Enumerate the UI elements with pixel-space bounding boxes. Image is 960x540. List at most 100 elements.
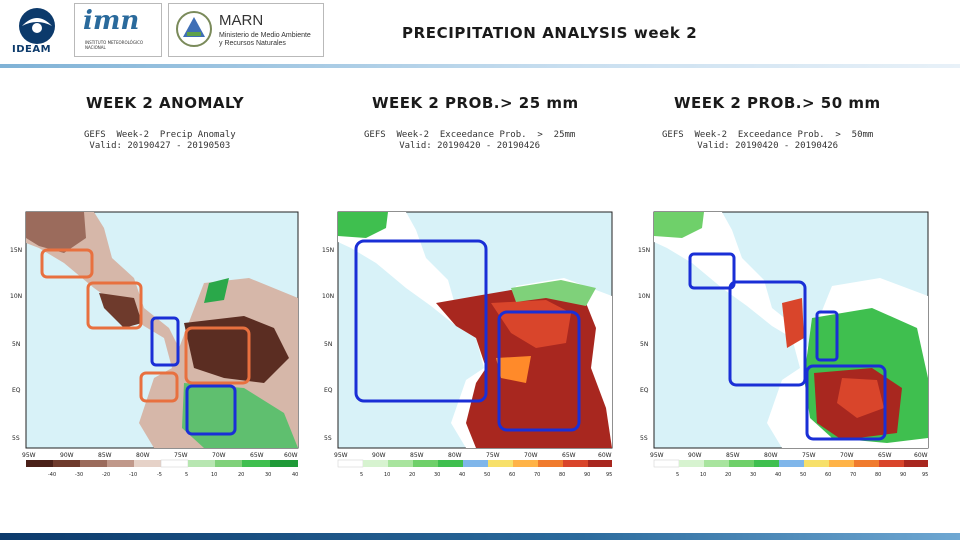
header-divider bbox=[0, 64, 960, 68]
lat-label: EQ bbox=[324, 387, 333, 394]
lon-label: 85W bbox=[410, 452, 424, 459]
scale-label: 20 bbox=[238, 472, 244, 478]
map-subtitle-prob50: GEFS Week-2 Exceedance Prob. > 50mm Valid… bbox=[662, 130, 873, 152]
ideam-logo bbox=[19, 8, 55, 44]
highlight-box-orange bbox=[139, 371, 179, 403]
marn-subtitle-line-2: y Recursos Naturales bbox=[219, 40, 286, 47]
lon-label: 95W bbox=[334, 452, 348, 459]
lat-axis: 15N 10N 5N EQ 5S bbox=[638, 247, 650, 442]
subtitle-line-2: Valid: 20190427 - 20190503 bbox=[89, 141, 231, 151]
lat-label: 5S bbox=[640, 435, 648, 442]
lon-label: 65W bbox=[250, 452, 264, 459]
scale-label: 70 bbox=[534, 472, 540, 478]
land-dry-mid bbox=[26, 212, 86, 253]
land-dry-dark-2 bbox=[99, 293, 142, 328]
scale-label: 50 bbox=[800, 472, 806, 478]
highlight-box-blue bbox=[497, 310, 581, 432]
scale-label: 60 bbox=[825, 472, 831, 478]
scale-label: 30 bbox=[750, 472, 756, 478]
land-prob-green bbox=[511, 280, 596, 306]
lon-label: 90W bbox=[372, 452, 386, 459]
scale-label: 95 bbox=[606, 472, 612, 478]
scale-label: 10 bbox=[700, 472, 706, 478]
scale-label: 40 bbox=[775, 472, 781, 478]
subtitle-line-2: Valid: 20190420 - 20190426 bbox=[399, 141, 541, 151]
land-green bbox=[654, 212, 704, 238]
color-scale-prob50 bbox=[653, 459, 928, 468]
scale-label: 40 bbox=[459, 472, 465, 478]
lat-label: 5N bbox=[640, 341, 648, 348]
land-wet-dark-green bbox=[204, 278, 229, 303]
lat-label: 10N bbox=[322, 293, 334, 300]
lon-label: 65W bbox=[562, 452, 576, 459]
scale-label: 70 bbox=[850, 472, 856, 478]
scale-label: 10 bbox=[211, 472, 217, 478]
color-scale-labels: 5 10 20 30 40 50 60 70 80 90 95 bbox=[676, 472, 928, 478]
subtitle-line-2: Valid: 20190420 - 20190426 bbox=[697, 141, 839, 151]
highlight-box-blue bbox=[805, 364, 887, 441]
ideam-logo-text: IDEAM bbox=[12, 44, 52, 55]
map-subtitle-prob25: GEFS Week-2 Exceedance Prob. > 25mm Valid… bbox=[364, 130, 575, 152]
panel-title-prob50: WEEK 2 PROB.> 50 mm bbox=[674, 94, 881, 112]
highlight-box-blue bbox=[815, 310, 839, 362]
marn-logo-word: MARN bbox=[219, 12, 264, 29]
page-title: PRECIPITATION ANALYSIS week 2 bbox=[402, 24, 698, 42]
lon-label: 70W bbox=[840, 452, 854, 459]
scale-label: 20 bbox=[725, 472, 731, 478]
lon-label: 90W bbox=[60, 452, 74, 459]
scale-label: -40 bbox=[48, 472, 56, 478]
lon-label: 60W bbox=[914, 452, 928, 459]
lat-label: 5N bbox=[324, 341, 332, 348]
scale-label: 95 bbox=[922, 472, 928, 478]
lon-label: 70W bbox=[524, 452, 538, 459]
scale-label: 90 bbox=[584, 472, 590, 478]
map-prob50: 15N 10N 5N EQ 5S 95W 90W 85W 80W 75W 70W… bbox=[638, 211, 929, 478]
lon-label: 85W bbox=[98, 452, 112, 459]
lon-axis: 95W 90W 85W 80W 75W 70W 65W 60W bbox=[22, 452, 298, 459]
scale-label: 10 bbox=[384, 472, 390, 478]
lon-axis: 95W 90W 85W 80W 75W 70W 65W 60W bbox=[334, 452, 612, 459]
land-prob-orange bbox=[496, 356, 531, 383]
color-scale-labels: 5 10 20 30 40 50 60 70 80 90 95 bbox=[360, 472, 612, 478]
scale-label: 80 bbox=[875, 472, 881, 478]
scale-label: -5 bbox=[157, 472, 162, 478]
scale-label: -20 bbox=[102, 472, 110, 478]
scale-label: 60 bbox=[509, 472, 515, 478]
lon-label: 80W bbox=[764, 452, 778, 459]
scale-label: 80 bbox=[559, 472, 565, 478]
lon-label: 60W bbox=[598, 452, 612, 459]
lon-axis: 95W 90W 85W 80W 75W 70W 65W 60W bbox=[650, 452, 928, 459]
lon-label: 80W bbox=[448, 452, 462, 459]
highlight-box-orange bbox=[184, 326, 251, 385]
header-bar: IDEAM imn INSTITUTO METEOROLÓGICO NACION… bbox=[0, 0, 960, 68]
el-salvador-seal-icon bbox=[176, 11, 212, 47]
land-prob-mid bbox=[837, 378, 884, 418]
highlight-box-blue bbox=[354, 239, 488, 403]
footer-bar bbox=[0, 533, 960, 540]
lon-label: 75W bbox=[174, 452, 188, 459]
map-subtitle-anomaly: GEFS Week-2 Precip Anomaly Valid: 2019042… bbox=[84, 130, 236, 152]
color-scale-prob25 bbox=[337, 459, 612, 468]
lat-label: 5N bbox=[12, 341, 20, 348]
lat-axis: 15N 10N 5N EQ 5S bbox=[322, 247, 334, 442]
lat-label: 15N bbox=[10, 247, 22, 254]
color-scale-anomaly bbox=[26, 459, 298, 468]
lat-label: EQ bbox=[640, 387, 649, 394]
lon-label: 60W bbox=[284, 452, 298, 459]
scale-label: -10 bbox=[129, 472, 137, 478]
land-dry-dark bbox=[184, 316, 289, 383]
marn-logo-subtitle: Ministerio de Medio Ambiente y Recursos … bbox=[219, 32, 311, 48]
lon-label: 95W bbox=[22, 452, 36, 459]
imn-logo-word: imn bbox=[83, 6, 140, 36]
marn-subtitle-line-1: Ministerio de Medio Ambiente bbox=[219, 32, 311, 39]
lon-label: 90W bbox=[688, 452, 702, 459]
map-prob25: 15N 10N 5N EQ 5S 95W 90W 85W 80W 75W 70W… bbox=[322, 211, 613, 478]
lat-axis: 15N 10N 5N EQ 5S bbox=[10, 247, 22, 442]
scale-label: 90 bbox=[900, 472, 906, 478]
imn-logo-subtitle: INSTITUTO METEOROLÓGICO NACIONAL bbox=[85, 40, 144, 50]
land-prob-coast bbox=[782, 298, 804, 348]
lon-label: 75W bbox=[486, 452, 500, 459]
marn-logo: MARN Ministerio de Medio Ambiente y Recu… bbox=[168, 3, 324, 57]
scale-label: 20 bbox=[409, 472, 415, 478]
highlight-box-blue bbox=[185, 384, 237, 436]
